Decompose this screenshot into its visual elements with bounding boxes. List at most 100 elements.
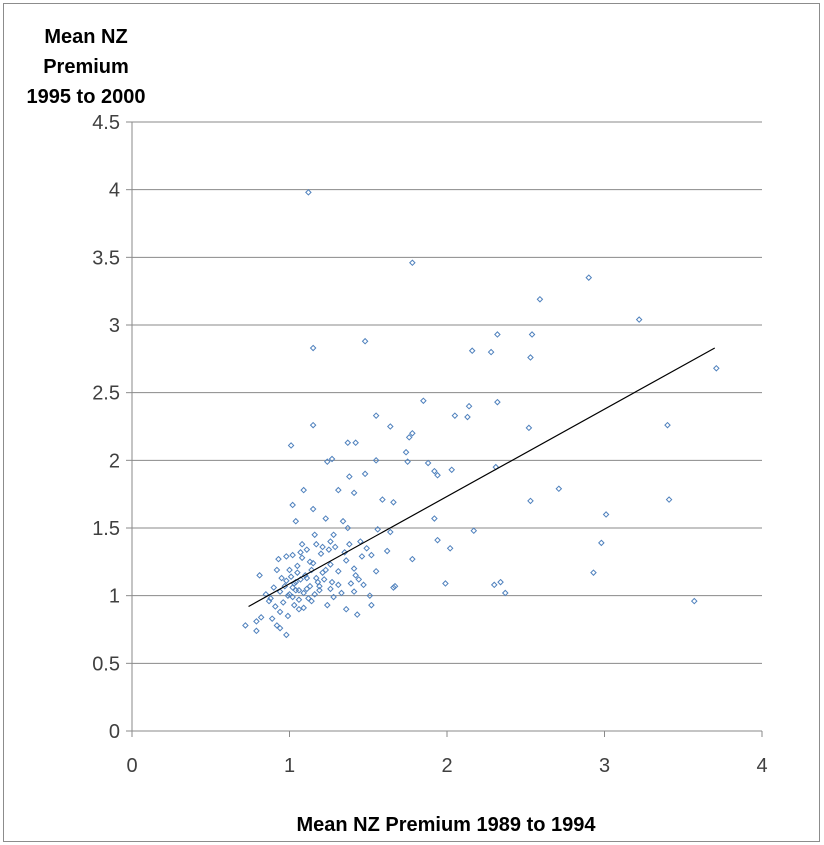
y-tick-label: 1.5 — [92, 518, 120, 540]
data-point — [347, 580, 355, 587]
data-point — [353, 611, 361, 618]
data-point — [289, 551, 296, 559]
data-point — [316, 582, 323, 590]
data-point — [635, 316, 643, 323]
data-point — [316, 586, 323, 594]
data-point — [330, 531, 337, 539]
data-point — [330, 593, 337, 601]
data-point — [360, 581, 367, 589]
data-point — [319, 543, 326, 551]
data-point — [256, 572, 263, 579]
y-tick-label: 3.5 — [92, 247, 120, 269]
chart-frame — [3, 3, 820, 842]
data-point — [361, 470, 369, 478]
data-point — [276, 624, 284, 632]
y-tick-label: 0.5 — [92, 653, 120, 675]
data-point — [525, 424, 533, 432]
data-point — [374, 526, 382, 533]
data-point — [270, 584, 278, 591]
data-point — [242, 622, 249, 629]
data-point — [368, 601, 375, 609]
data-point — [446, 544, 454, 552]
data-point — [268, 615, 276, 622]
data-point — [451, 412, 459, 419]
data-point — [434, 536, 441, 544]
data-point — [528, 331, 536, 338]
data-point — [328, 455, 336, 463]
data-point — [372, 412, 380, 419]
data-point — [328, 578, 336, 586]
y-tick-label: 4 — [109, 180, 120, 202]
data-point — [292, 517, 300, 525]
data-point — [335, 581, 342, 589]
data-point — [363, 544, 370, 552]
data-point — [339, 517, 347, 525]
data-point — [300, 486, 307, 494]
data-point — [308, 566, 315, 574]
data-point — [287, 573, 295, 581]
data-point — [312, 540, 320, 548]
data-point — [494, 331, 501, 338]
data-point — [294, 562, 301, 570]
data-point — [253, 627, 260, 635]
data-point — [465, 402, 473, 410]
data-point — [335, 567, 342, 575]
data-point — [527, 354, 534, 361]
x-tick-label: 0 — [126, 755, 137, 777]
y-tick-label: 3 — [109, 315, 120, 337]
data-point — [598, 539, 605, 547]
data-point — [275, 555, 282, 563]
data-point — [386, 423, 394, 430]
data-point — [372, 457, 380, 464]
data-point — [322, 566, 330, 574]
data-point — [344, 524, 352, 532]
x-tick-label: 3 — [599, 755, 610, 777]
data-point — [448, 466, 456, 474]
data-point — [590, 569, 597, 576]
data-point — [368, 551, 375, 559]
data-point — [327, 538, 334, 545]
data-point — [283, 577, 290, 585]
data-point — [300, 604, 307, 612]
data-point — [361, 337, 369, 345]
y-tick-label: 1 — [109, 586, 120, 608]
data-point — [350, 489, 358, 497]
data-point — [468, 347, 476, 355]
data-point — [317, 550, 325, 558]
data-point — [303, 574, 311, 582]
data-point — [300, 589, 307, 597]
data-point — [320, 576, 328, 583]
data-point — [497, 578, 504, 586]
data-point — [283, 631, 290, 639]
data-point — [311, 591, 319, 598]
data-point — [272, 603, 279, 610]
data-point — [295, 596, 303, 604]
data-point — [464, 413, 471, 421]
x-tick-label: 1 — [284, 755, 295, 777]
data-point — [405, 434, 413, 441]
data-point — [442, 580, 449, 587]
y-tick-label: 2 — [109, 450, 120, 472]
data-point — [273, 566, 281, 574]
data-point — [290, 601, 298, 609]
data-point — [358, 553, 366, 560]
data-point — [470, 527, 478, 535]
data-point — [309, 344, 317, 352]
data-point — [305, 595, 312, 602]
data-point — [404, 458, 411, 465]
data-point — [257, 614, 265, 621]
data-point — [322, 515, 330, 522]
data-point — [527, 497, 534, 505]
data-point — [341, 549, 348, 556]
data-point — [267, 595, 274, 602]
data-point — [383, 547, 391, 555]
data-point — [352, 439, 359, 447]
data-point — [346, 473, 353, 480]
data-point — [536, 295, 544, 303]
data-point — [346, 540, 353, 548]
data-point — [294, 569, 301, 576]
data-point — [289, 501, 296, 509]
data-point — [265, 597, 273, 605]
y-tick-label: 2.5 — [92, 383, 120, 405]
data-point — [323, 458, 331, 465]
